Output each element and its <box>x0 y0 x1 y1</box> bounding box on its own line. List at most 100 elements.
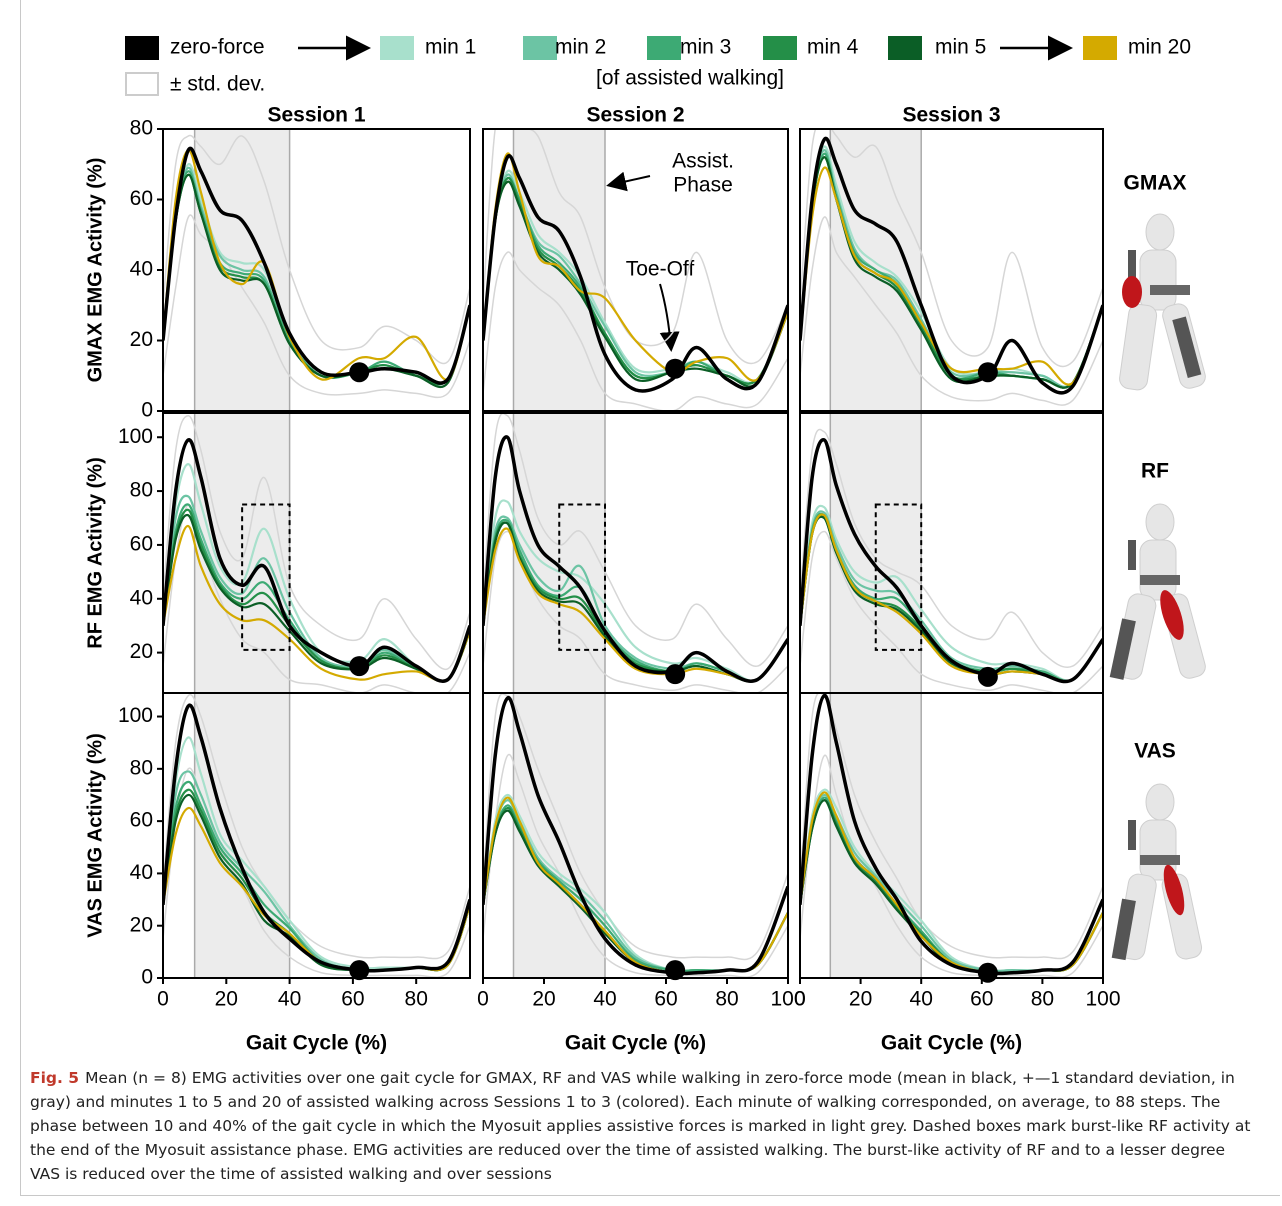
toe-off-marker <box>349 656 370 677</box>
legend-note: [of assisted walking] <box>596 67 784 90</box>
panel-title: Session 3 <box>902 104 1000 127</box>
std-dev-line <box>163 214 470 399</box>
series-line <box>483 527 788 683</box>
std-dev-line <box>800 754 1103 978</box>
series-line <box>800 136 1103 395</box>
legend-swatch <box>1083 36 1117 60</box>
x-tick-label: 60 <box>970 988 993 1011</box>
y-tick-label: 0 <box>141 399 153 422</box>
std-dev-line <box>800 428 1103 668</box>
x-tick-label: 80 <box>405 988 428 1011</box>
legend-label: min 1 <box>425 36 476 59</box>
y-tick-label: 100 <box>118 704 153 727</box>
x-tick-label: 40 <box>910 988 933 1011</box>
y-axis-label: GMAX EMG Activity (%) <box>84 158 106 383</box>
legend-swatch <box>125 36 159 60</box>
panel <box>163 129 470 411</box>
legend-swatch <box>763 36 797 60</box>
y-tick-label: 60 <box>130 187 153 210</box>
legend-swatch <box>523 36 557 60</box>
toe-off-marker <box>349 960 370 981</box>
series-line <box>800 166 1103 386</box>
y-tick-label: 60 <box>130 809 153 832</box>
series-line <box>800 693 1103 976</box>
y-tick-label: 100 <box>118 425 153 448</box>
series-line <box>483 154 788 393</box>
x-tick-label: 20 <box>849 988 872 1011</box>
toe-off-marker <box>665 358 686 379</box>
std-dev-line <box>483 693 788 961</box>
panel <box>163 413 470 693</box>
muscle-label: GMAX <box>1124 172 1187 195</box>
toe-off-marker <box>349 362 370 383</box>
caption-text: Mean (n = 8) EMG activities over one gai… <box>30 1069 1251 1183</box>
panel <box>483 129 788 411</box>
body-illustration <box>1109 213 1206 961</box>
muscle-label: VAS <box>1134 740 1176 763</box>
legend-label: min 20 <box>1128 36 1191 59</box>
y-tick-label: 60 <box>130 532 153 555</box>
x-tick-label: 40 <box>593 988 616 1011</box>
legend-swatch <box>647 36 681 60</box>
figure-frame <box>20 0 1280 1196</box>
panel <box>163 693 470 978</box>
panel <box>800 693 1103 978</box>
panel-frame <box>482 128 789 412</box>
std-dev-line <box>800 530 1103 693</box>
panel <box>800 413 1103 693</box>
x-tick-label: 60 <box>654 988 677 1011</box>
panel <box>483 413 788 693</box>
x-tick-label: 20 <box>532 988 555 1011</box>
series-line <box>163 524 470 683</box>
y-tick-label: 80 <box>130 756 153 779</box>
std-dev-line <box>483 753 788 978</box>
panel-title: Session 1 <box>267 104 365 127</box>
x-tick-label: 80 <box>715 988 738 1011</box>
legend-swatch <box>380 36 414 60</box>
legend-label: min 4 <box>807 36 859 59</box>
y-tick-label: 40 <box>130 861 153 884</box>
y-tick-label: 20 <box>130 328 153 351</box>
toe-off-marker <box>665 960 686 981</box>
std-dev-line <box>163 767 470 978</box>
legend-label: min 2 <box>555 36 606 59</box>
toe-off-marker <box>665 664 686 685</box>
series-line <box>483 169 788 384</box>
std-dev-line <box>483 251 788 411</box>
panel-title: Session 2 <box>586 104 684 127</box>
x-tick-label: 40 <box>278 988 301 1011</box>
legend-label: min 5 <box>935 36 986 59</box>
series-line <box>800 504 1103 682</box>
y-axis-label: RF EMG Activity (%) <box>84 457 106 649</box>
caption: Fig. 5 Mean (n = 8) EMG activities over o… <box>30 1066 1260 1186</box>
series-line <box>163 173 470 389</box>
y-tick-label: 0 <box>141 966 153 989</box>
series-line <box>163 146 470 385</box>
panel-frame <box>799 128 1104 412</box>
assist-label: Phase <box>673 174 733 197</box>
series-line <box>483 435 788 683</box>
y-tick-label: 40 <box>130 586 153 609</box>
x-tick-label: 0 <box>794 988 806 1011</box>
y-tick-label: 40 <box>130 258 153 281</box>
y-tick-label: 20 <box>130 640 153 663</box>
panel-frame <box>799 692 1104 979</box>
caption-label: Fig. 5 <box>30 1069 80 1087</box>
std-label: ± std. dev. <box>170 73 265 96</box>
annotation-arrow <box>659 283 680 352</box>
x-axis-label: Gait Cycle (%) <box>246 1032 387 1055</box>
toe-off-marker <box>977 362 998 383</box>
y-tick-label: 20 <box>130 913 153 936</box>
figure: ± std. dev. [of assisted walking] Assist… <box>84 35 1206 1055</box>
y-tick-label: 80 <box>130 479 153 502</box>
x-axis-label: Gait Cycle (%) <box>565 1032 706 1055</box>
toe-off-label: Toe-Off <box>626 258 695 281</box>
assist-label: Assist. <box>672 150 734 173</box>
x-tick-label: 100 <box>1085 988 1120 1011</box>
x-tick-label: 80 <box>1031 988 1054 1011</box>
panel <box>800 129 1103 411</box>
std-dev-line <box>800 216 1103 406</box>
x-tick-label: 20 <box>215 988 238 1011</box>
legend-label: zero-force <box>170 36 265 59</box>
series-line <box>800 156 1103 389</box>
